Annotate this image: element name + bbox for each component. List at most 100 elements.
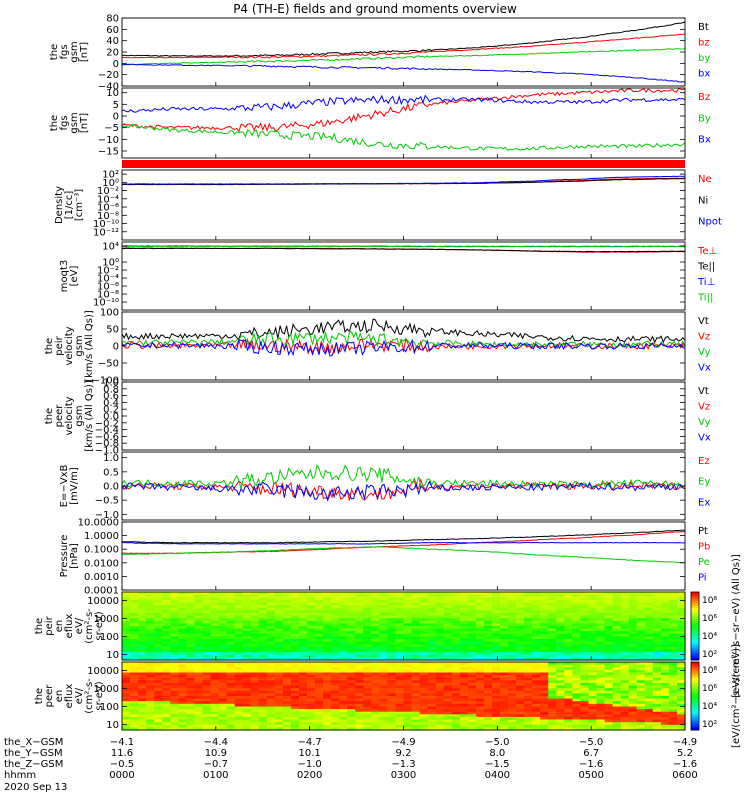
heatmap-cell <box>644 693 654 697</box>
heatmap-cell <box>266 701 276 705</box>
heatmap-cell <box>508 664 517 668</box>
heatmap-cell <box>516 703 525 707</box>
heatmap-cell <box>612 594 622 598</box>
heatmap-cell <box>556 724 565 728</box>
heatmap-cell <box>652 688 662 692</box>
heatmap-cell <box>588 688 598 692</box>
heatmap-cell <box>604 607 614 611</box>
heatmap-cell <box>628 610 638 614</box>
heatmap-cell <box>323 703 332 707</box>
y-axis-label: sr-eV) <box>94 681 105 710</box>
heatmap-cell <box>298 615 308 619</box>
heatmap-cell <box>459 628 469 632</box>
heatmap-cell <box>162 602 171 606</box>
heatmap-cell <box>282 607 292 611</box>
heatmap-cell <box>620 602 630 606</box>
heatmap-cell <box>612 711 622 715</box>
y-axis-label: velocity <box>64 396 75 435</box>
heatmap-cell <box>419 719 429 723</box>
heatmap-cell <box>186 664 195 668</box>
heatmap-cell <box>258 615 268 619</box>
heatmap-cell <box>154 664 163 668</box>
heatmap-cell <box>532 693 541 697</box>
heatmap-cell <box>588 682 598 687</box>
heatmap-cell <box>652 620 662 624</box>
heatmap-cell <box>668 646 678 651</box>
heatmap-cell <box>620 605 630 609</box>
heatmap-cell <box>516 711 525 715</box>
heatmap-cell <box>604 654 614 658</box>
heatmap-cell <box>194 646 203 651</box>
heatmap-cell <box>459 672 469 676</box>
heatmap-cell <box>508 626 517 630</box>
heatmap-cell <box>588 709 598 713</box>
heatmap-cell <box>572 641 581 645</box>
heatmap-cell <box>162 667 171 671</box>
heatmap-cell <box>162 633 171 637</box>
heatmap-cell <box>628 654 638 658</box>
heatmap-cell <box>170 701 179 705</box>
heatmap-cell <box>524 719 533 723</box>
heatmap-cell <box>307 685 316 689</box>
heatmap-cell <box>467 709 477 713</box>
heatmap-cell <box>508 690 517 694</box>
heatmap-cell <box>596 672 606 676</box>
heatmap-cell <box>411 711 421 715</box>
heatmap-cell <box>379 714 388 718</box>
heatmap-cell <box>339 690 348 694</box>
heatmap-cell <box>548 664 557 668</box>
colorbar-step <box>691 635 699 638</box>
heatmap-cell <box>226 612 236 617</box>
heatmap-cell <box>282 680 292 684</box>
heatmap-cell <box>596 682 606 687</box>
colorbar-step <box>691 619 699 622</box>
heatmap-cell <box>194 610 203 614</box>
heatmap-cell <box>419 664 429 668</box>
heatmap-cell <box>516 688 525 692</box>
heatmap-cell <box>282 649 292 653</box>
heatmap-cell <box>588 722 598 726</box>
heatmap-cell <box>516 690 525 694</box>
heatmap-cell <box>564 607 573 611</box>
heatmap-cell <box>226 644 236 648</box>
heatmap-cell <box>459 641 469 645</box>
heatmap-cell <box>556 669 565 673</box>
heatmap-cell <box>459 724 469 728</box>
colorbar-step <box>691 666 699 670</box>
heatmap-cell <box>371 711 380 715</box>
y-axis-label: gsm <box>69 41 80 62</box>
heatmap-cell <box>266 620 276 624</box>
heatmap-cell <box>146 649 155 653</box>
series-line-efield-1 <box>121 464 686 490</box>
heatmap-cell <box>371 602 380 606</box>
heatmap-cell <box>620 669 630 673</box>
heatmap-cell <box>564 620 573 624</box>
heatmap-cell <box>483 636 493 640</box>
heatmap-cell <box>298 680 308 684</box>
heatmap-cell <box>186 620 195 624</box>
heatmap-cell <box>274 688 284 692</box>
heatmap-cell <box>500 631 509 635</box>
heatmap-cell <box>130 602 139 606</box>
heatmap-cell <box>146 652 155 656</box>
legend-label: Vt <box>698 386 709 397</box>
heatmap-cell <box>371 709 380 713</box>
heatmap-cell <box>475 652 485 656</box>
heatmap-cell <box>146 623 155 627</box>
heatmap-cell <box>636 714 646 718</box>
heatmap-cell <box>532 597 541 601</box>
heatmap-cell <box>298 664 308 668</box>
heatmap-cell <box>475 612 485 617</box>
heatmap-cell <box>315 646 324 651</box>
heatmap-cell <box>596 706 606 710</box>
heatmap-cell <box>154 599 163 603</box>
heatmap-cell <box>202 626 211 630</box>
heatmap-cell <box>508 719 517 723</box>
heatmap-cell <box>475 639 485 643</box>
heatmap-cell <box>419 688 429 692</box>
heatmap-cell <box>202 597 211 601</box>
y-tick-label: 0 <box>113 59 119 70</box>
heatmap-cell <box>218 641 228 645</box>
heatmap-cell <box>395 623 405 627</box>
heatmap-cell <box>540 644 549 648</box>
